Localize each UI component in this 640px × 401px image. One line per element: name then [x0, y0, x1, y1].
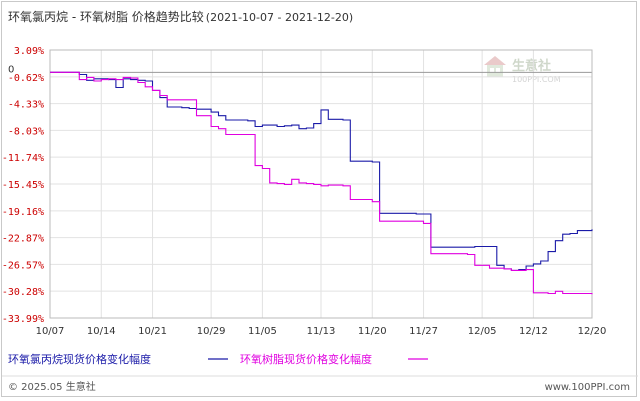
chart-date-range: (2021-10-07 - 2021-12-20) — [206, 11, 353, 24]
legend: 环氧氯丙烷现货价格变化幅度 环氧树脂现货价格变化幅度 — [8, 352, 428, 366]
y-tick-label: -11.74% — [2, 153, 44, 164]
x-tick-label: 10/29 — [197, 326, 226, 337]
y-tick-label: -4.33% — [8, 100, 44, 111]
chart-title: 环氧氯丙烷 - 环氧树脂 价格趋势比较 (2021-10-07 - 2021-12… — [8, 9, 353, 24]
x-tick-label: 10/14 — [87, 326, 116, 337]
watermark-url: 100PPI.COM — [512, 75, 561, 84]
series-line-1 — [50, 71, 593, 295]
y-tick-label: -33.99% — [2, 314, 44, 325]
watermark-logo-icon — [484, 56, 506, 77]
x-tick-label: 12/05 — [468, 326, 497, 337]
y-tick-label: -26.57% — [2, 260, 44, 271]
legend-label-0: 环氧氯丙烷现货价格变化幅度 — [8, 352, 151, 366]
y-tick-label: -19.16% — [2, 207, 44, 218]
y-tick-label: -0.62% — [8, 73, 44, 84]
x-tick-label: 11/27 — [409, 326, 438, 337]
x-tick-label: 12/12 — [519, 326, 548, 337]
x-tick-label: 12/20 — [578, 326, 607, 337]
footer-website: www.100PPI.com — [545, 382, 630, 393]
x-tick-label: 11/20 — [358, 326, 387, 337]
watermark: 生意社 100PPI.COM — [484, 56, 561, 84]
series-lines — [50, 71, 593, 295]
x-tick-label: 10/21 — [138, 326, 167, 337]
plot-border — [49, 49, 593, 319]
legend-label-1: 环氧树脂现货价格变化幅度 — [240, 352, 372, 366]
y-tick-label: -15.45% — [2, 180, 44, 191]
chart-title-main: 环氧氯丙烷 - 环氧树脂 价格趋势比较 — [8, 9, 204, 24]
zero-label: 0 — [8, 64, 14, 75]
y-tick-label: -30.28% — [2, 287, 44, 298]
axes: 3.09% -0.62% -4.33% -8.03% -11.74% -15.45% -19… — [2, 46, 606, 337]
y-tick-label: -22.87% — [2, 234, 44, 245]
y-tick-label: -8.03% — [8, 126, 44, 137]
footer-copyright: © 2025.05 生意社 — [8, 380, 96, 393]
y-tick-label: 3.09% — [14, 46, 44, 57]
x-tick-label: 11/13 — [307, 326, 336, 337]
x-tick-label: 11/05 — [248, 326, 277, 337]
watermark-brand: 生意社 — [512, 58, 551, 74]
x-tick-label: 10/07 — [36, 326, 65, 337]
